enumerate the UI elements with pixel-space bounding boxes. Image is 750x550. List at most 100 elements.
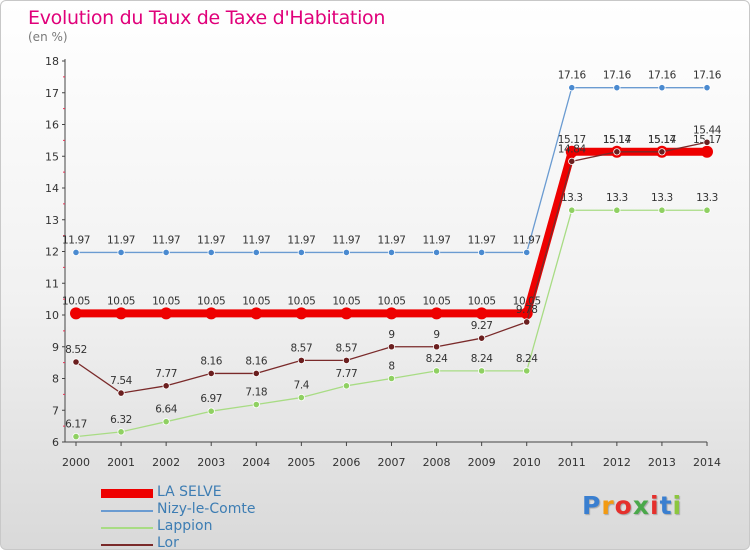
data-point-lor (613, 148, 621, 156)
y-tick-label: 9 (52, 341, 59, 354)
y-tick-label: 7 (52, 404, 59, 417)
x-tick-label: 2010 (513, 456, 541, 469)
data-point-nizy-le-comte (117, 248, 125, 257)
data-label-lappion: 8 (388, 361, 394, 373)
data-label-lappion: 13.3 (606, 192, 628, 204)
y-tick-label: 17 (45, 87, 59, 100)
series-line-la-selve (72, 147, 711, 318)
data-point-lappion (162, 418, 170, 426)
x-tick-label: 2003 (197, 456, 225, 469)
data-label-lor: 9.27 (471, 320, 493, 332)
data-label-lappion: 6.32 (110, 414, 132, 426)
data-point-lappion (72, 433, 80, 441)
data-label-lor: 8.16 (200, 355, 222, 367)
legend-swatch (101, 544, 153, 546)
x-tick-label: 2005 (287, 456, 315, 469)
data-label-nizy-le-comte: 17.16 (693, 70, 722, 82)
proxiti-logo: Proxiti (582, 491, 682, 520)
data-label-lor: 8.57 (290, 342, 312, 354)
data-label-lor: 8.57 (336, 342, 358, 354)
y-tick-label: 18 (45, 55, 59, 68)
data-point-la-selve (430, 307, 443, 320)
data-label-la-selve: 10.05 (513, 295, 541, 307)
data-label-lappion: 8.24 (471, 353, 493, 365)
data-point-lor (252, 369, 260, 378)
data-point-la-selve (701, 145, 713, 158)
data-label-la-selve: 15.17 (558, 134, 586, 146)
data-point-lor (72, 358, 80, 366)
x-tick-label: 2012 (603, 456, 631, 469)
data-label-la-selve: 10.05 (152, 295, 180, 307)
data-point-nizy-le-comte (568, 84, 576, 92)
data-point-la-selve (70, 307, 82, 320)
logo-letter: P (582, 491, 602, 520)
data-point-lappion (432, 367, 441, 375)
y-tick-label: 14 (45, 182, 59, 195)
chart-title: Evolution du Taux de Taxe d'Habitation (28, 7, 386, 29)
y-tick-label: 16 (45, 119, 59, 132)
logo-letter: r (601, 491, 615, 520)
data-label-lappion: 13.3 (651, 192, 673, 204)
data-label-la-selve: 10.05 (62, 295, 90, 307)
data-point-lor (703, 138, 711, 146)
data-label-lappion: 6.97 (200, 393, 222, 405)
data-point-nizy-le-comte (162, 248, 170, 257)
data-point-la-selve (385, 307, 398, 320)
data-point-lor (297, 356, 305, 365)
logo-letter: i (650, 491, 660, 520)
data-point-la-selve (295, 307, 308, 320)
y-tick-label: 6 (52, 436, 59, 449)
data-label-la-selve: 10.05 (107, 295, 135, 307)
data-label-la-selve: 10.05 (377, 295, 405, 307)
data-label-lappion: 7.18 (245, 387, 267, 399)
data-label-la-selve: 10.05 (468, 295, 496, 307)
data-label-lor: 15.14 (603, 134, 632, 146)
legend-label: LA SELVE (157, 484, 222, 500)
data-label-lor: 7.54 (110, 375, 132, 387)
data-point-lor (432, 343, 441, 351)
data-label-lappion: 7.77 (336, 368, 358, 380)
data-label-nizy-le-comte: 17.16 (648, 70, 677, 82)
x-tick-label: 2014 (693, 456, 721, 469)
data-label-nizy-le-comte: 11.97 (242, 234, 270, 246)
data-point-nizy-le-comte (342, 248, 351, 257)
y-tick-label: 10 (45, 309, 59, 322)
x-tick-label: 2006 (332, 456, 360, 469)
data-label-lappion: 6.64 (155, 404, 177, 416)
data-point-lor (342, 356, 351, 365)
logo-letter: o (614, 491, 633, 520)
data-label-lor: 7.77 (155, 368, 177, 380)
data-label-nizy-le-comte: 11.97 (423, 234, 451, 246)
data-label-nizy-le-comte: 11.97 (152, 234, 180, 246)
data-label-lor: 9 (433, 329, 439, 341)
data-point-nizy-le-comte (387, 248, 396, 257)
data-label-lor: 8.52 (65, 344, 87, 356)
data-label-la-selve: 10.05 (287, 295, 315, 307)
data-point-nizy-le-comte (207, 248, 215, 257)
data-label-la-selve: 15.17 (648, 134, 676, 146)
x-tick-label: 2008 (423, 456, 451, 469)
data-point-lor (658, 148, 666, 156)
x-tick-label: 2009 (468, 456, 496, 469)
y-tick-label: 8 (52, 373, 59, 386)
x-tick-label: 2002 (152, 456, 180, 469)
data-point-lor (523, 318, 531, 326)
data-label-lor: 15.14 (648, 134, 677, 146)
data-point-lappion (658, 206, 666, 214)
data-point-lappion (207, 407, 215, 415)
y-tick-label: 11 (45, 277, 59, 290)
legend-swatch (101, 527, 153, 529)
data-point-lappion (703, 206, 711, 214)
data-point-lappion (387, 374, 396, 383)
data-label-lor: 15.44 (693, 124, 722, 136)
data-label-lappion: 6.17 (65, 419, 87, 431)
data-point-lor (162, 382, 170, 390)
data-point-lor (568, 157, 576, 165)
logo-letter: i (672, 491, 683, 520)
data-point-lor (117, 389, 125, 397)
data-point-lappion (568, 206, 576, 214)
data-point-nizy-le-comte (72, 248, 80, 257)
x-tick-label: 2000 (62, 456, 90, 469)
data-point-nizy-le-comte (478, 248, 486, 257)
